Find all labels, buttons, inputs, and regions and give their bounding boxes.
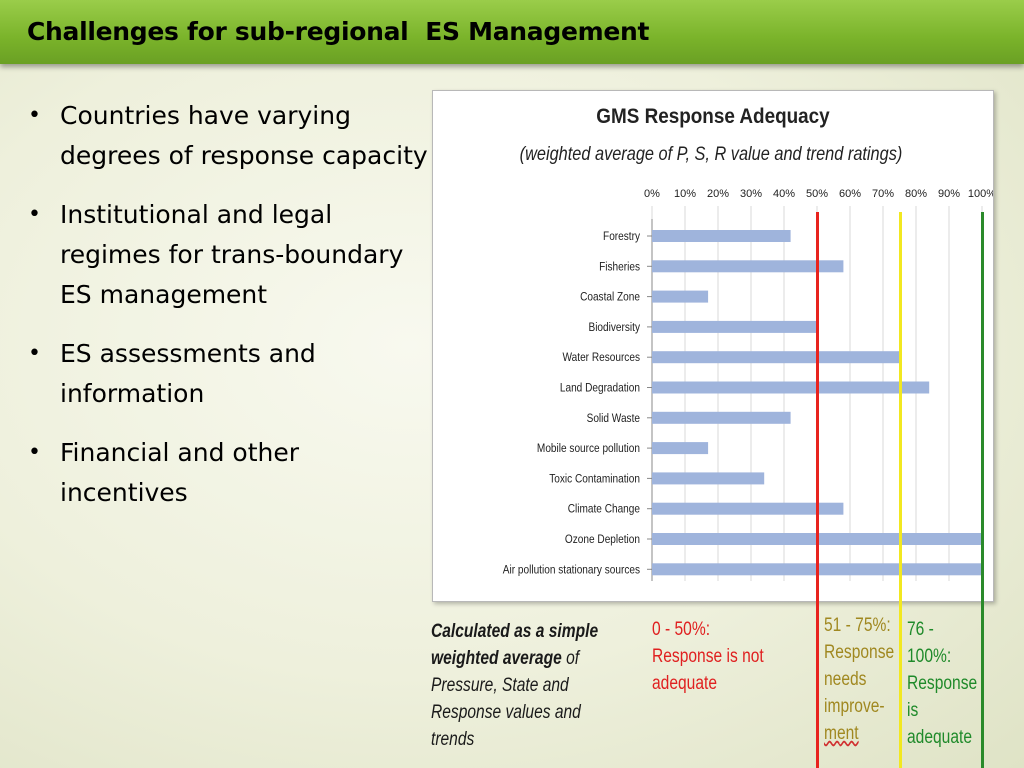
legend-needs-improvement-underlined: ment [824,723,859,744]
bullet-item: • Financial and other incentives [28,433,428,513]
bar [652,502,844,515]
bar [652,351,900,364]
x-tick-label: 100% [968,188,993,200]
category-label: Forestry [603,230,640,243]
bullet-text: ES assessments and information [60,339,316,408]
bullet-dot-icon: • [28,341,41,366]
chart-title: GMS Response Adequacy [596,105,829,128]
x-tick-label: 0% [644,188,660,200]
threshold-line-red [816,212,819,768]
legend-adequate: 76 - 100%: Response is adequate [907,619,978,748]
x-tick-label: 80% [905,188,927,200]
bar [652,260,844,273]
x-tick-label: 70% [872,188,894,200]
x-tick-label: 30% [740,188,762,200]
bullet-item: • Countries have varying degrees of respo… [28,96,428,176]
title-bar: Challenges for sub-regional ES Managemen… [0,0,1024,64]
bullet-dot-icon: • [28,202,41,227]
bullet-dot-icon: • [28,103,41,128]
x-tick-label: 50% [806,188,828,200]
x-tick-label: 40% [773,188,795,200]
category-label: Air pollution stationary sources [503,564,641,577]
bar-chart: GMS Response Adequacy (weighted average o… [503,105,993,581]
bar [652,230,791,242]
x-tick-label: 20% [707,188,729,200]
chart-panel: GMS Response Adequacy (weighted average o… [432,90,994,602]
bar [652,381,930,394]
bar [652,472,765,485]
bullet-item: • Institutional and legal regimes for tra… [28,195,428,315]
chart-subtitle: (weighted average of P, S, R value and t… [520,143,903,164]
calculation-note-bold: Calculated as a simple weighted average [431,621,599,669]
threshold-line-yellow [898,212,902,768]
bullet-text: Countries have varying degrees of respon… [60,101,428,170]
slide-title: Challenges for sub-regional ES Managemen… [27,17,650,46]
category-label: Water Resources [563,351,641,364]
category-label: Land Degradation [560,382,640,395]
category-label: Climate Change [568,503,640,516]
x-tick-label: 60% [839,188,861,200]
category-label: Ozone Depletion [565,533,640,546]
bar [652,290,709,303]
bullet-list: • Countries have varying degrees of respo… [28,96,428,532]
category-label: Biodiversity [588,321,640,334]
bullet-text: Institutional and legal regimes for tran… [60,200,404,309]
bar [652,320,817,333]
calculation-note: Calculated as a simple weighted average … [431,618,628,753]
x-tick-label: 90% [938,188,960,200]
category-label: Fisheries [599,261,640,274]
bullet-text: Financial and other incentives [60,438,300,507]
bar [652,442,709,455]
threshold-line-green [981,212,984,768]
legend-not-adequate: 0 - 50%: Response is not adequate [652,619,764,694]
legend-needs-improvement: 51 - 75%: Response needs improve-ment [824,612,898,747]
bullet-dot-icon: • [28,440,41,465]
legend-needs-improvement-text: 51 - 75%: Response needs improve- [824,615,895,717]
category-label: Solid Waste [587,412,640,425]
x-tick-label: 10% [674,188,696,200]
bullet-item: • ES assessments and information [28,334,428,414]
category-label: Coastal Zone [580,291,640,304]
category-label: Mobile source pollution [537,442,640,455]
calculation-note-rest: of Pressure, State and Response values a… [431,648,581,750]
bar [652,411,791,424]
category-label: Toxic Contamination [549,473,640,486]
